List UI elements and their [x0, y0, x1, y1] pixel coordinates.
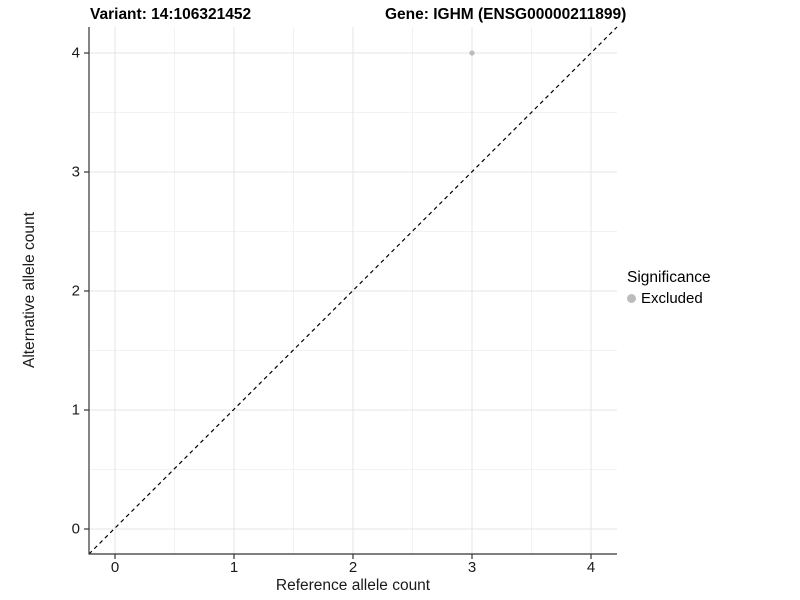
x-tick-label: 0 [110, 559, 120, 576]
plot-title-gene: Gene: IGHM (ENSG00000211899) [385, 6, 627, 23]
legend-item-label: Excluded [641, 290, 703, 307]
y-tick-label: 3 [71, 163, 80, 181]
y-tick-label: 4 [71, 44, 80, 62]
y-tick-label: 0 [71, 520, 80, 538]
x-tick-label: 3 [467, 559, 477, 576]
x-tick-label: 4 [586, 559, 596, 576]
legend-title: Significance [627, 269, 711, 286]
x-axis-title: Reference allele count [275, 577, 431, 594]
legend-items: Excluded [627, 290, 711, 307]
plot-title-variant: Variant: 14:106321452 [90, 6, 252, 23]
legend-point-icon [627, 294, 636, 303]
x-tick-label: 1 [229, 559, 239, 576]
x-tick-label: 2 [348, 559, 358, 576]
y-tick-label: 1 [71, 401, 80, 419]
y-axis-title: Alternative allele count [21, 212, 38, 368]
legend: Significance Excluded [627, 269, 711, 307]
y-tick-label: 2 [71, 282, 80, 300]
legend-item-excluded: Excluded [627, 290, 711, 307]
data-point-excluded [469, 50, 475, 56]
